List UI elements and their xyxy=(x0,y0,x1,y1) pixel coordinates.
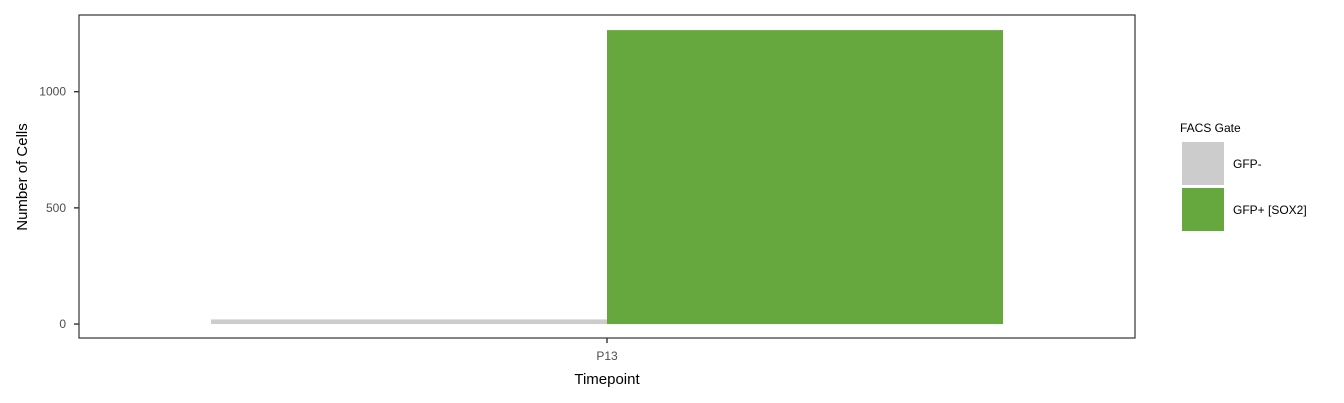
legend-swatch-gfp-pos-sox2 xyxy=(1182,188,1224,231)
x-axis: P13 xyxy=(596,338,618,363)
legend: FACS Gate GFP- GFP+ [SOX2] xyxy=(1180,121,1307,231)
legend-swatch-gfp-neg xyxy=(1182,142,1224,185)
bar-gfp-p13 xyxy=(211,319,607,325)
bar-gfp-sox2-p13 xyxy=(607,30,1003,325)
legend-label-gfp-neg: GFP- xyxy=(1233,157,1262,171)
x-axis-title: Timepoint xyxy=(574,371,640,388)
y-tick-label: 1000 xyxy=(39,85,66,99)
bars-layer xyxy=(211,30,1003,325)
y-tick-label: 500 xyxy=(46,201,66,215)
y-axis: 0 500 1000 xyxy=(39,85,79,331)
y-axis-title: Number of Cells xyxy=(14,123,31,231)
legend-label-gfp-pos-sox2: GFP+ [SOX2] xyxy=(1233,203,1307,217)
legend-title: FACS Gate xyxy=(1180,121,1241,135)
x-tick-label: P13 xyxy=(596,349,618,363)
y-tick-label: 0 xyxy=(59,317,66,331)
